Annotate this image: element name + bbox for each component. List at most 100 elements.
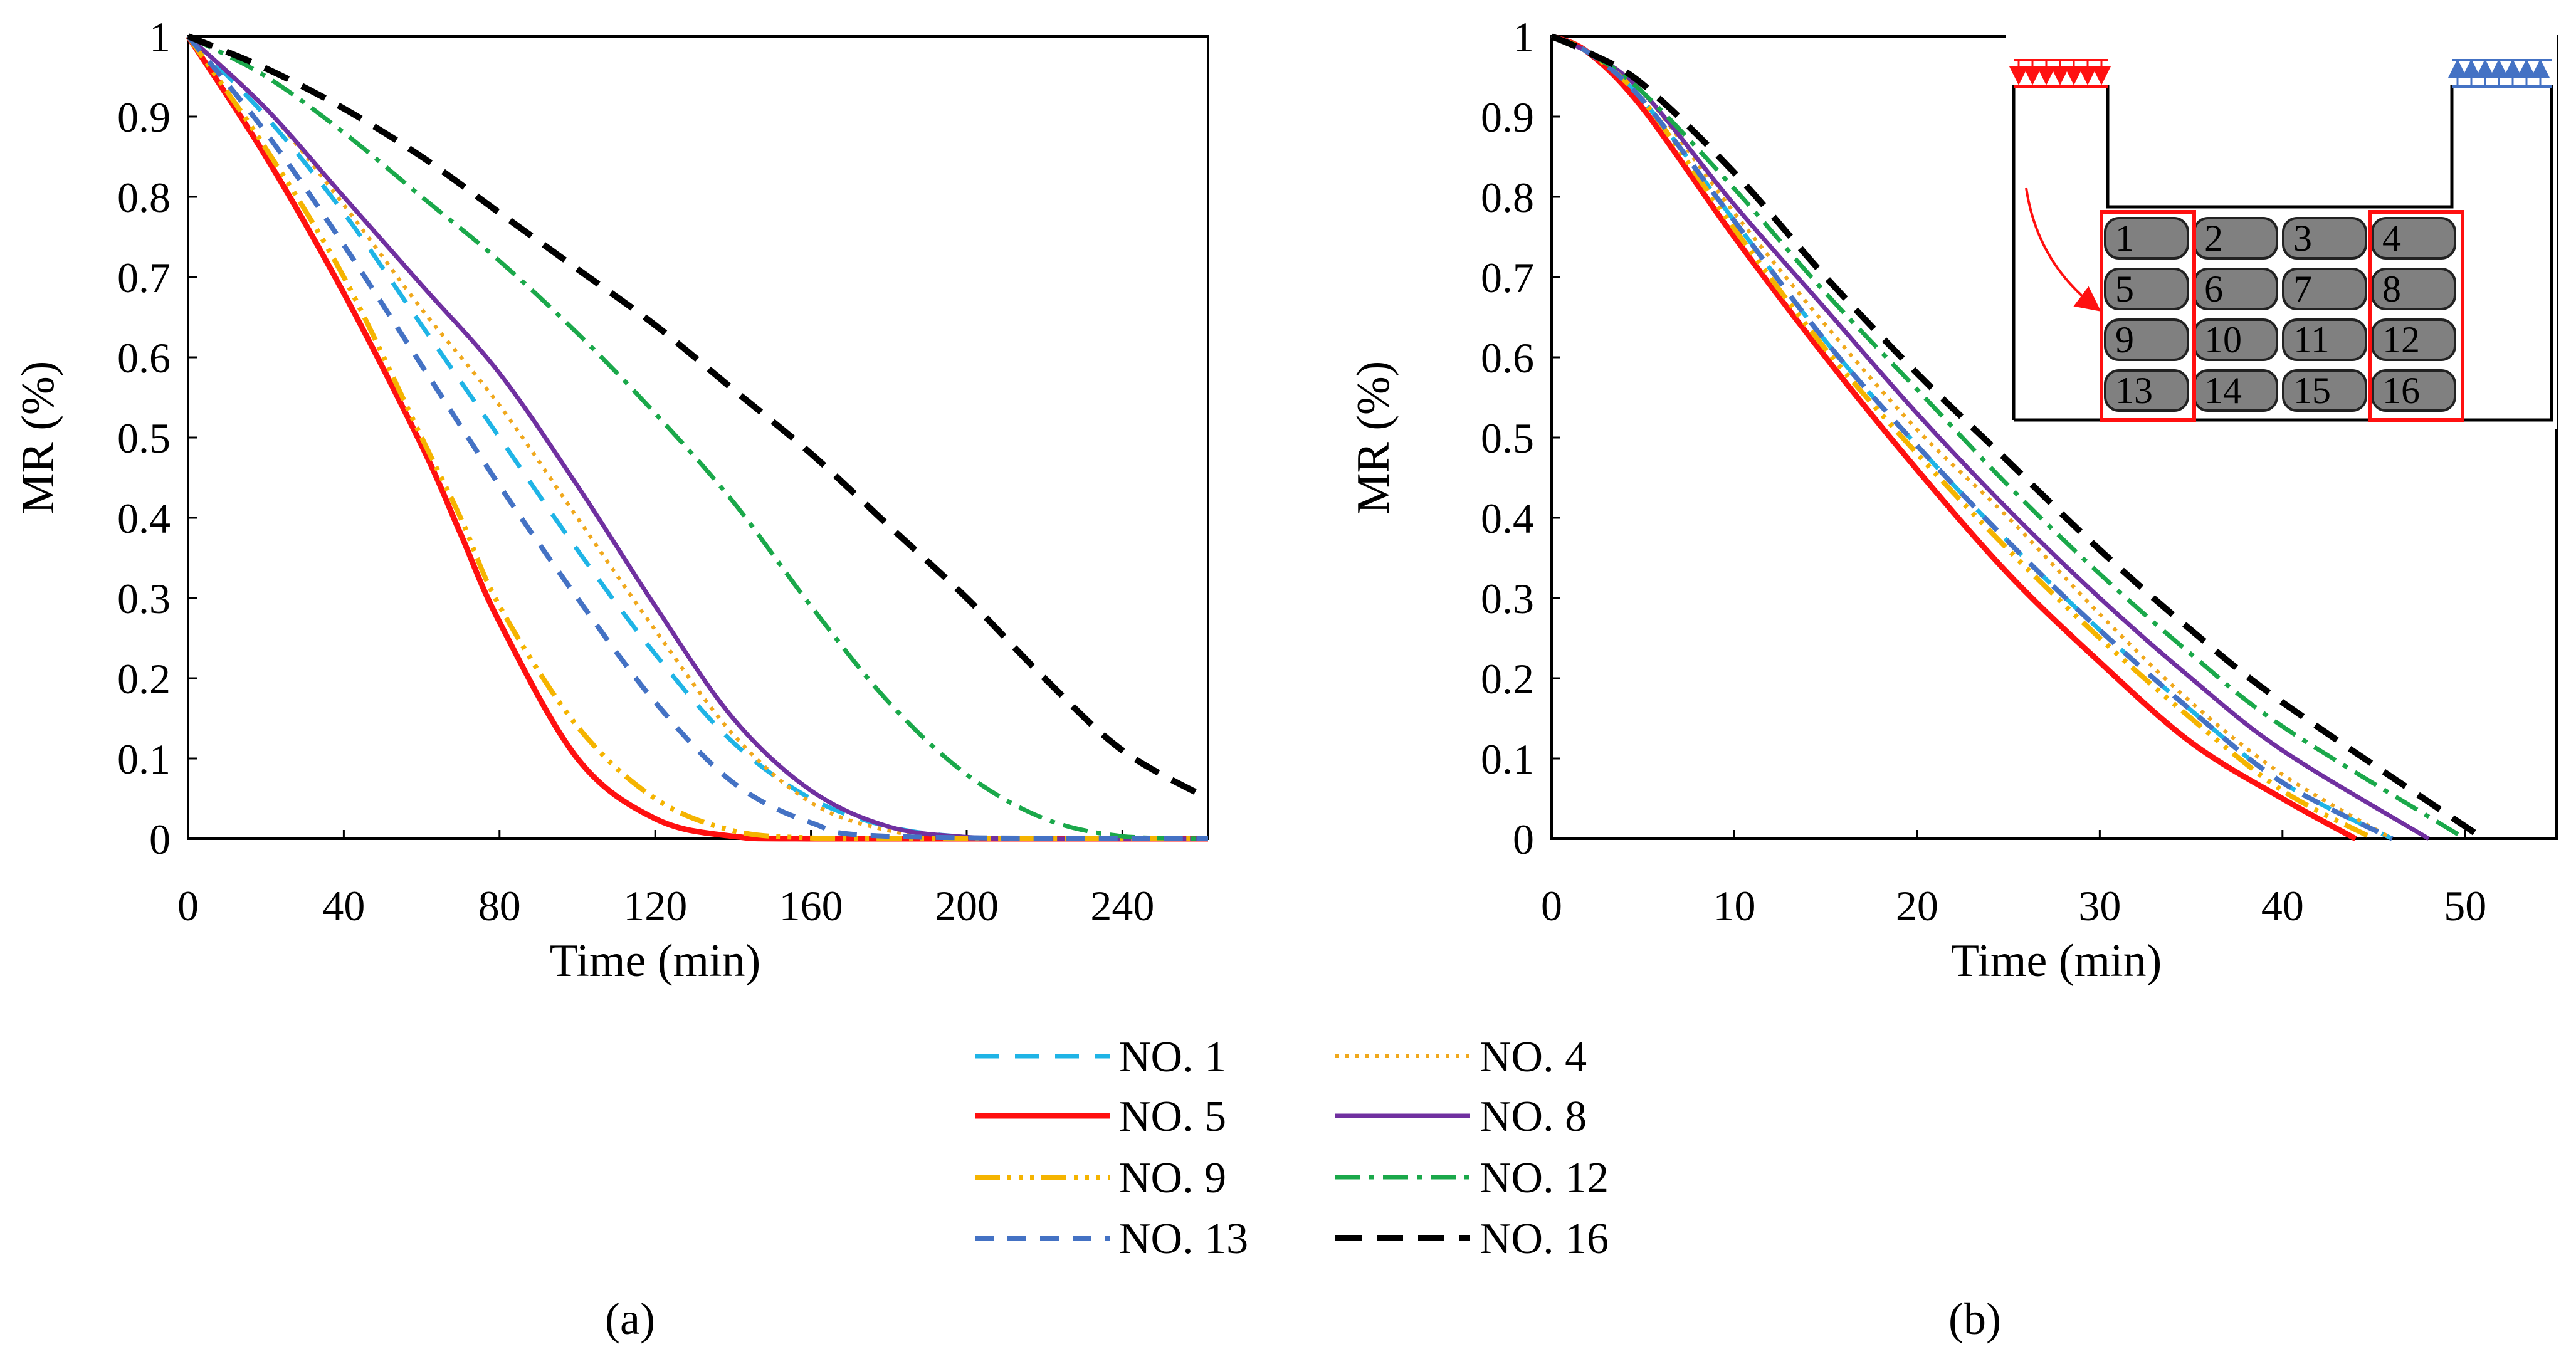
series-line-no13-a (186, 34, 1209, 841)
legend-label-no5: NO. 5 (1119, 1093, 1226, 1141)
x-axis-title-a: Time (min) (550, 935, 760, 987)
y-tick-label: 0.6 (117, 334, 171, 382)
sample-cell-9 (2104, 318, 2189, 361)
series-line-no8-a (186, 34, 1208, 841)
series-b (1550, 33, 2486, 842)
x-tick-label: 30 (2078, 882, 2121, 930)
series-line-no13-b (1550, 34, 2394, 841)
x-tick-label: 80 (478, 882, 521, 930)
sample-cell-15 (2282, 369, 2367, 412)
sample-cell-label: 4 (2382, 218, 2401, 259)
sample-cell-7 (2282, 268, 2367, 310)
y-tick-label: 0.8 (117, 174, 171, 221)
sample-cell-11 (2282, 318, 2367, 361)
plot-frame-a (187, 35, 1209, 840)
sample-cell-label: 11 (2293, 319, 2330, 360)
y-tick-label: 0 (149, 816, 171, 863)
sample-cell-label: 16 (2382, 370, 2420, 411)
x-tick-label: 20 (1896, 882, 1938, 930)
x-tick-label: 40 (322, 882, 365, 930)
series-line-no1-a (186, 34, 1208, 841)
sample-cell-label: 3 (2293, 218, 2312, 259)
sample-cell-label: 10 (2204, 319, 2242, 360)
legend-label-no12: NO. 12 (1480, 1154, 1609, 1202)
panel-a: 0 40 80 120 160 200 240 0 0.1 0.2 0.3 0.4 0.5 0.6 0.7 0… (13, 13, 1210, 1344)
legend-label-no9: NO. 9 (1119, 1154, 1226, 1202)
y-tick-label: 0.4 (1481, 495, 1534, 542)
y-axis-title-b: MR (%) (1348, 361, 1399, 515)
y-tick-label: 0.4 (117, 495, 171, 542)
y-tick-label: 0.7 (1481, 254, 1534, 302)
x-tick-label: 200 (935, 882, 999, 930)
legend-label-no13: NO. 13 (1119, 1215, 1248, 1263)
x-tick-label: 160 (779, 882, 843, 930)
sample-cell-label: 12 (2382, 319, 2420, 360)
airflow-arrow-icon (2025, 187, 2101, 312)
sample-cell-label: 5 (2115, 268, 2134, 310)
series-line-no9-b (1550, 34, 2375, 841)
outlet-arrows-icon (2448, 59, 2550, 85)
panel-label-b: (b) (1948, 1294, 2001, 1344)
series-line-no5-a (186, 34, 1208, 842)
x-tick-label: 50 (2444, 882, 2486, 930)
y-tick-label: 0.9 (117, 93, 171, 141)
y-axis-title-a: MR (%) (13, 361, 64, 515)
sample-cell-label: 8 (2382, 268, 2401, 310)
series-a (186, 33, 1210, 842)
legend-label-no8: NO. 8 (1480, 1093, 1587, 1141)
series-line-no12-b (1550, 34, 2467, 841)
sample-cell-12 (2371, 318, 2456, 361)
ticks-b: 0 10 20 30 40 50 0 0.1 0.2 0.3 0.4 0.5 0.6 0.7 0.8 0.9 1 (1481, 13, 2486, 930)
sample-cell-3 (2282, 217, 2367, 260)
y-tick-label: 0.1 (117, 735, 171, 783)
x-tick-label: 240 (1090, 882, 1154, 930)
sample-cell-4 (2371, 217, 2456, 260)
y-tick-label: 0.2 (117, 655, 171, 703)
x-tick-label: 0 (177, 882, 199, 930)
y-tick-label: 0.3 (1481, 575, 1534, 622)
sample-cell-label: 2 (2204, 218, 2223, 259)
x-tick-label: 10 (1713, 882, 1755, 930)
legend: NO. 1 NO. 4 NO. 5 NO. 8 NO. 9 NO. 12 NO. 13 NO.… (975, 1033, 1609, 1263)
sample-cell-8 (2371, 268, 2456, 310)
y-tick-label: 0.1 (1481, 735, 1534, 783)
y-tick-label: 0 (1513, 816, 1534, 863)
y-tick-label: 0.6 (1481, 334, 1534, 382)
x-tick-label: 0 (1541, 882, 1562, 930)
legend-label-no16: NO. 16 (1480, 1215, 1609, 1263)
y-tick-label: 0.8 (1481, 174, 1534, 221)
series-line-no16-a (187, 33, 1210, 802)
series-line-no16-b (1550, 33, 2486, 842)
sample-cell-label: 15 (2293, 370, 2331, 411)
sample-cell-label: 6 (2204, 268, 2223, 310)
y-tick-label: 1 (1513, 13, 1534, 61)
sample-cell-1 (2104, 217, 2189, 260)
y-tick-label: 0.9 (1481, 93, 1534, 141)
panel-label-a: (a) (605, 1294, 655, 1344)
highlight-column-right (2368, 210, 2464, 422)
x-tick-label: 40 (2261, 882, 2304, 930)
sample-cell-label: 7 (2293, 268, 2312, 310)
x-axis-title-b: Time (min) (1951, 935, 2162, 987)
sample-cell-13 (2104, 369, 2189, 412)
series-line-no9-a (186, 34, 1208, 842)
sample-cell-5 (2104, 268, 2189, 310)
sample-cell-label: 9 (2115, 319, 2134, 360)
y-tick-label: 0.5 (117, 414, 171, 462)
series-line-no5-b (1550, 33, 2357, 841)
sample-cell-label: 1 (2115, 218, 2134, 259)
sample-cell-16 (2371, 369, 2456, 412)
sample-cell-label: 14 (2204, 370, 2242, 411)
y-tick-label: 0.7 (117, 254, 171, 302)
x-tick-label: 120 (623, 882, 687, 930)
highlight-column-left (2100, 210, 2196, 422)
series-line-no12-a (187, 34, 1209, 841)
legend-label-no1: NO. 1 (1119, 1033, 1226, 1081)
y-tick-label: 0.5 (1481, 414, 1534, 462)
sample-cell-label: 13 (2115, 370, 2153, 411)
panel-b: 0 10 20 30 40 50 0 0.1 0.2 0.3 0.4 0.5 0.6 0.7 0.8 0.9 1… (1348, 13, 2558, 1344)
inlet-arrows-icon (2009, 60, 2111, 85)
ticks-a: 0 40 80 120 160 200 240 0 0.1 0.2 0.3 0.4 0.5 0.6 0.7 0… (117, 13, 1154, 930)
